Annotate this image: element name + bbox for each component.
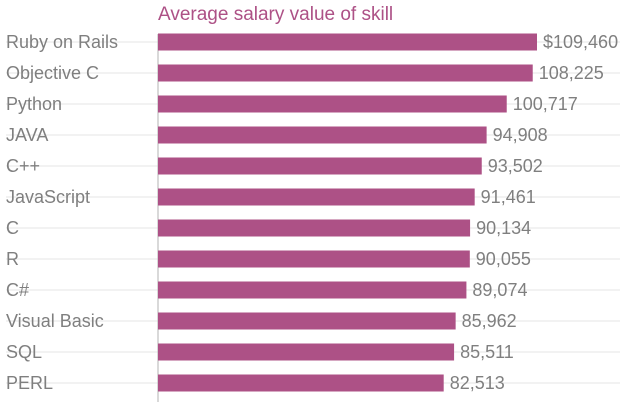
- bar: [158, 281, 467, 299]
- category-label: Python: [6, 94, 62, 114]
- bar: [158, 95, 507, 113]
- category-label: JAVA: [6, 125, 48, 145]
- value-label: 85,511: [460, 342, 514, 362]
- chart-title: Average salary value of skill: [158, 4, 393, 25]
- bar: [158, 33, 537, 51]
- bar: [158, 343, 455, 361]
- bar: [158, 219, 471, 237]
- value-label: 93,502: [488, 156, 543, 176]
- value-label: 108,225: [539, 63, 604, 83]
- category-label: SQL: [6, 342, 42, 362]
- value-label: 90,055: [476, 249, 531, 269]
- bars: Ruby on Rails $109,460 Objective C 108,225 P…: [6, 32, 618, 393]
- category-label: C: [6, 218, 19, 238]
- bar: [158, 157, 482, 175]
- value-label: 82,513: [450, 373, 505, 393]
- bar: [158, 374, 444, 392]
- category-label: C#: [6, 280, 29, 300]
- bar: [158, 312, 456, 330]
- value-label: 90,134: [476, 218, 531, 238]
- category-label: Ruby on Rails: [6, 32, 118, 52]
- value-label: 85,962: [462, 311, 517, 331]
- value-label: 94,908: [493, 125, 548, 145]
- category-label: PERL: [6, 373, 53, 393]
- category-label: C++: [6, 156, 40, 176]
- category-label: Objective C: [6, 63, 99, 83]
- value-label: 89,074: [472, 280, 527, 300]
- bar: [158, 188, 475, 206]
- value-label: 91,461: [481, 187, 536, 207]
- bar: [158, 64, 533, 82]
- value-label: 100,717: [513, 94, 578, 114]
- category-label: JavaScript: [6, 187, 90, 207]
- value-label: $109,460: [543, 32, 618, 52]
- bar: [158, 250, 470, 268]
- bar: [158, 126, 487, 144]
- category-label: R: [6, 249, 19, 269]
- category-label: Visual Basic: [6, 311, 104, 331]
